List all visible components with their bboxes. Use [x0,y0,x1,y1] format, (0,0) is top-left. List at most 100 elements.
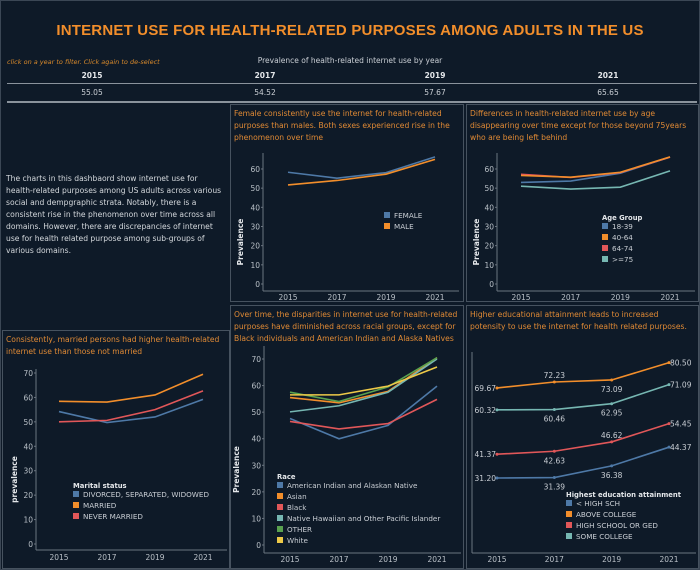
legend-item: American Indian and Alaskan Native [287,481,418,490]
data-point [552,408,556,412]
legend-swatch [277,504,283,510]
data-point [552,380,556,384]
race-chart-panel: 0 10 20 30 40 50 60 70 2015 2017 2019 2021 Prevalenc… [230,305,464,569]
legend-swatch [602,256,608,262]
legend-swatch [277,493,283,499]
legend-swatch [602,245,608,251]
year-value-2017[interactable]: 54.52 [254,88,276,97]
series-line-above-college [496,361,670,389]
chart-title: Over time, the disparities in internet u… [234,310,458,343]
legend-item: < HIGH SCH [576,499,620,508]
year-value-2015[interactable]: 55.05 [81,88,103,97]
marital-chart: 0 10 20 30 40 50 60 70 2015 2017 2019 2021 prevalenc… [10,369,227,562]
legend-swatch [277,537,283,543]
y-tick-label: 50 [250,184,260,193]
year-filter-2015[interactable]: 2015 [81,71,103,80]
y-tick-label: 60 [23,393,33,402]
y-tick-label: 10 [23,516,33,525]
series-line--75 [520,170,671,190]
x-tick-label: 2019 [378,555,397,564]
series-line-other [289,356,438,403]
y-tick-label: 10 [251,514,261,523]
series-line-never-married [58,390,204,423]
marital-chart-panel: 0 10 20 30 40 50 60 70 2015 2017 2019 2021 prevalenc… [2,330,230,569]
dashboard-title: INTERNET USE FOR HEALTH-RELATED PURPOSES… [56,22,644,39]
y-tick-label: 0 [255,280,260,289]
x-tick-label: 2017 [327,293,346,301]
year-filter-2019[interactable]: 2019 [424,71,446,80]
legend-swatch [73,502,79,508]
education-chart: 2015 2017 2019 2021 31.20 31.39 36.38 44.37 69.6… [471,352,696,564]
legend-swatch [566,522,572,528]
data-point [667,383,671,387]
legend-item: >=75 [612,255,633,264]
y-tick-label: 20 [23,491,33,500]
year-filter-2017[interactable]: 2017 [254,71,276,80]
filter-hint: click on a year to filter. Click again t… [7,58,160,66]
data-point [610,440,614,444]
legend-swatch [277,515,283,521]
legend-item: Native Hawaiian and Other Pacific Island… [287,514,440,523]
x-tick-label: 2019 [145,553,164,562]
legend-item: FEMALE [394,211,423,220]
legend-item: Asian [287,492,307,501]
series-line-male [287,158,436,186]
legend-item: MARRIED [83,501,117,510]
legend-title: Highest education attainment [566,491,682,499]
x-tick-label: 2017 [97,553,116,562]
year-value-2019[interactable]: 57.67 [424,88,446,97]
y-tick-label: 60 [484,165,494,174]
x-tick-label: 2017 [329,555,348,564]
y-tick-label: 50 [484,184,494,193]
data-label: 60.46 [544,415,566,424]
y-tick-label: 20 [251,488,261,497]
legend-item: NEVER MARRIED [83,512,143,521]
data-point [552,449,556,453]
series-line-some-college [496,383,670,411]
y-tick-label: 20 [484,242,494,251]
x-tick-label: 2021 [660,293,679,301]
year-value-2021[interactable]: 65.65 [597,88,619,97]
series-line-divorced-separated-widowed [58,398,204,424]
data-point [610,402,614,406]
data-point [667,445,671,449]
x-tick-label: 2021 [193,553,212,562]
series-line-female [287,156,436,179]
data-label: 31.39 [544,483,566,492]
y-tick-label: 0 [28,540,33,549]
y-tick-label: 10 [484,261,494,270]
data-label: 42.63 [544,456,566,465]
legend-swatch [384,212,390,218]
data-point [495,386,499,390]
y-tick-label: 20 [250,242,260,251]
y-axis-label: Prevalence [472,219,481,266]
data-point [667,422,671,426]
legend-swatch [566,500,572,506]
data-label: 69.67 [475,384,497,393]
education-chart-panel: 2015 2017 2019 2021 31.20 31.39 36.38 44.37 69.6… [466,305,699,569]
x-tick-label: 2015 [487,555,506,564]
year-filter-2021[interactable]: 2021 [597,71,619,80]
x-tick-label: 2021 [659,555,678,564]
y-tick-label: 60 [250,165,260,174]
x-tick-label: 2017 [545,555,564,564]
header-divider-bottom [7,101,697,103]
legend-swatch [384,223,390,229]
data-point [495,408,499,412]
series-line-high-school-or-ged [496,422,670,456]
y-tick-label: 0 [489,280,494,289]
legend-title: Marital status [73,482,127,490]
series-line-asian [289,357,438,404]
data-point [610,378,614,382]
legend-title: Age Group [602,214,643,222]
year-summary-subtitle: Prevalence of health-related internet us… [257,56,443,65]
y-axis-label: Prevalence [232,446,241,493]
x-tick-label: 2019 [602,555,621,564]
series-line-white [290,366,438,396]
legend-item: 40-64 [612,233,633,242]
x-tick-label: 2021 [425,293,444,301]
data-label: 36.38 [601,471,623,480]
legend-swatch [566,533,572,539]
gender-chart: 0 10 20 30 40 50 60 2015 2017 2019 2021 Prevalence F… [236,153,459,301]
series-line--high-sch [496,446,670,479]
